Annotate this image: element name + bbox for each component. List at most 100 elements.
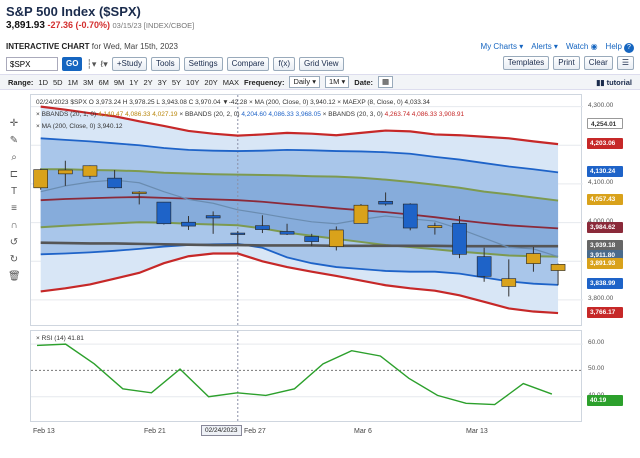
tools-button[interactable]: Tools — [150, 57, 180, 71]
quote-meta: 03/15/23 [INDEX/CBOE] — [112, 21, 195, 30]
range-6m[interactable]: 6M — [98, 77, 109, 87]
legend-close-icon[interactable]: × — [36, 123, 40, 130]
calendar-icon[interactable]: ▦ — [378, 76, 394, 88]
menu-icon[interactable]: ☰ — [616, 56, 634, 70]
range-2y[interactable]: 2Y — [143, 77, 153, 87]
chart-date: for Wed, Mar 15th, 2023 — [91, 42, 178, 51]
price-tag: 3,984.62 — [587, 222, 623, 234]
alerts-link[interactable]: Alerts ▾ — [531, 42, 558, 51]
range-9m[interactable]: 9M — [113, 77, 125, 87]
range-1m[interactable]: 1M — [67, 77, 79, 87]
price-chart[interactable] — [31, 95, 583, 327]
period-select[interactable]: 1M ▾ — [325, 76, 350, 88]
page-title: S&P 500 Index ($SPX) — [6, 4, 141, 19]
range-5d[interactable]: 5D — [53, 77, 63, 87]
settings-button[interactable]: Settings — [183, 57, 223, 71]
help-icon: ? — [624, 43, 634, 53]
top-links: My Charts ▾ Alerts ▾ Watch ◉ Help? — [481, 42, 634, 53]
series-line — [40, 179, 559, 258]
rsi-panel[interactable] — [30, 330, 583, 423]
draw-icon[interactable]: ℓ▾ — [100, 58, 108, 69]
last-price: 3,891.93 — [6, 20, 45, 31]
legend-row-3: × MA (200, Close, 0) 3,940.12 — [36, 123, 123, 130]
add-study-button[interactable]: +Study — [111, 57, 147, 71]
legend-ma200: MA (200, Close, 0) 3,940.12 — [254, 99, 336, 106]
series-line — [40, 196, 559, 230]
candle-body — [427, 225, 443, 228]
candle-body — [402, 203, 418, 229]
rsi-chart[interactable] — [31, 331, 583, 423]
candle-body — [476, 256, 492, 277]
grid-view-button[interactable]: Grid View — [299, 57, 344, 71]
symbol-input[interactable] — [6, 57, 58, 71]
go-button[interactable]: GO — [62, 57, 83, 71]
legend-close-icon[interactable]: × — [36, 335, 40, 342]
frequency-value: Daily — [293, 77, 311, 86]
watch-label: Watch — [565, 42, 589, 51]
fx-button[interactable]: f(x) — [273, 57, 296, 71]
range-20y[interactable]: 20Y — [204, 77, 218, 87]
price-tag: 4,057.43 — [587, 193, 623, 205]
candle-body — [550, 264, 566, 271]
legend-close-icon[interactable]: × — [36, 111, 40, 118]
bars-icon[interactable]: ┆▾ — [86, 58, 97, 69]
rsi-line — [36, 343, 553, 406]
candle-body — [279, 231, 295, 235]
pen-icon[interactable]: ✎ — [9, 135, 19, 146]
templates-button[interactable]: Templates — [502, 56, 550, 70]
help-link[interactable]: Help? — [606, 42, 634, 53]
measure-icon[interactable]: ⊏ — [9, 169, 19, 180]
range-5y[interactable]: 5Y — [171, 77, 182, 87]
candle-body — [230, 232, 246, 235]
rsi-axis-label: 60.00 — [588, 339, 605, 347]
legend-close-icon[interactable]: × — [248, 99, 253, 106]
text-icon[interactable]: T — [10, 186, 18, 197]
legend-ma200-2: MA (200, Close, 0) 3,940.12 — [41, 123, 123, 130]
legend-date: 02/24/2023 — [36, 99, 69, 106]
candle-body — [378, 201, 393, 205]
range-1d[interactable]: 1D — [38, 77, 49, 87]
x-label: Mar 13 — [466, 428, 488, 435]
redo-icon[interactable]: ↻ — [9, 254, 19, 265]
range-1y[interactable]: 1Y — [129, 77, 139, 87]
legend-close-icon[interactable]: × — [179, 111, 184, 118]
frequency-select[interactable]: Daily ▾ — [289, 76, 320, 88]
range-max[interactable]: MAX — [222, 77, 240, 87]
range-10y[interactable]: 10Y — [186, 77, 200, 87]
zoom-icon[interactable]: ⌕ — [11, 152, 17, 163]
compare-button[interactable]: Compare — [226, 57, 270, 71]
magnet-icon[interactable]: ∩ — [10, 220, 18, 231]
alerts-label: Alerts — [531, 42, 552, 51]
series-line — [40, 105, 559, 146]
range-bar: Range: 1D 5D 1M 3M 6M 9M 1Y 2Y 3Y 5Y 10Y… — [0, 74, 640, 90]
my-charts-link[interactable]: My Charts ▾ — [480, 42, 524, 51]
range-3y[interactable]: 3Y — [157, 77, 167, 87]
lines-icon[interactable]: ≡ — [11, 203, 17, 214]
x-label: Mar 6 — [354, 428, 372, 435]
date-label: Date: — [354, 77, 374, 87]
eye-icon: ◉ — [590, 42, 598, 51]
legend-row-2: × BBANDS (20, 1, 0) 4,140.47 4,086.33 4,… — [36, 111, 464, 118]
range-3m[interactable]: 3M — [83, 77, 94, 87]
watch-link[interactable]: Watch ◉ — [566, 42, 598, 53]
tutorial-link[interactable]: ▮▮ tutorial — [596, 78, 632, 87]
legend-close-icon[interactable]: × — [337, 99, 342, 106]
candle-body — [58, 169, 73, 175]
x-label: Feb 21 — [144, 428, 166, 435]
trash-icon[interactable]: 🗑 — [8, 271, 21, 282]
quote-line: 3,891.93 -27.36 (-0.70%) 03/15/23 [INDEX… — [6, 20, 194, 31]
clear-button[interactable]: Clear — [583, 56, 613, 70]
legend-close-icon[interactable]: × — [322, 111, 327, 118]
candle-body — [255, 225, 270, 230]
undo-icon[interactable]: ↺ — [9, 237, 19, 248]
series-line — [40, 241, 559, 248]
drawing-tools: ✛ ✎ ⌕ ⊏ T ≡ ∩ ↺ ↻ 🗑 — [8, 118, 22, 283]
x-label: Feb 13 — [33, 428, 55, 435]
price-tag: 3,911.80 — [587, 250, 623, 262]
rsi-label: RSI (14) 41.81 — [41, 335, 84, 342]
price-chart-panel[interactable] — [30, 94, 583, 327]
crosshair-icon[interactable]: ✛ — [9, 118, 19, 129]
legend-maexp: MAEXP (8, Close, 0) 4,033.34 — [342, 99, 430, 106]
legend-bb2: BBANDS (20, 2, 0) — [184, 111, 240, 118]
print-button[interactable]: Print — [553, 56, 580, 70]
